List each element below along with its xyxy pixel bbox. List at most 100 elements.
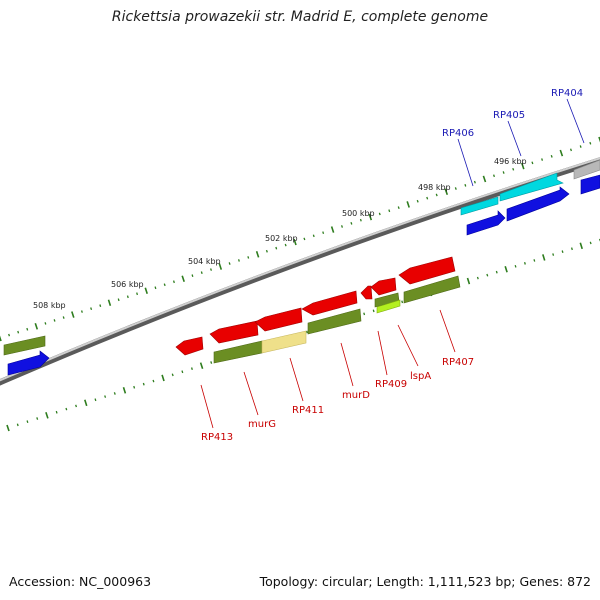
- gene-label-rp411[interactable]: RP411: [292, 405, 324, 416]
- outer-ring-tick: [163, 283, 166, 287]
- inner-ring-tick: [504, 265, 508, 273]
- outer-ring-tick: [44, 322, 47, 325]
- outer-ring-tick: [397, 206, 400, 210]
- outer-ring-tick: [388, 209, 391, 213]
- outer-ring-tick: [99, 304, 102, 307]
- gene-blue-left[interactable]: [7, 350, 50, 376]
- gene-olive-d[interactable]: [403, 275, 461, 304]
- outer-ring-tick: [340, 225, 344, 228]
- gene-label-murg[interactable]: murG: [248, 419, 276, 430]
- gene-blue-rp406[interactable]: [466, 210, 506, 236]
- genome-backbone: [0, 157, 600, 386]
- inner-ring-tick: [142, 382, 145, 386]
- outer-ring-tick: [62, 316, 65, 319]
- outer-ring-tick: [136, 292, 139, 296]
- gene-label-rp409[interactable]: RP409: [375, 379, 407, 390]
- tick-label-504: 504 kbp: [188, 257, 221, 266]
- gene-red-rp407[interactable]: [398, 256, 456, 285]
- tick-label-502: 502 kbp: [265, 234, 298, 243]
- accession-text: Accession: NC_000963: [9, 574, 152, 589]
- inner-ring-tick: [372, 309, 375, 313]
- inner-ring-tick: [466, 277, 471, 285]
- inner-ring-tick: [552, 253, 555, 256]
- inner-ring-tick: [104, 395, 107, 398]
- outer-ring-tick: [265, 249, 268, 253]
- outer-ring-tick: [589, 141, 592, 145]
- gene-red-murg[interactable]: [209, 320, 259, 344]
- outer-ring-tick: [172, 280, 175, 284]
- inner-ring-tick: [486, 273, 489, 277]
- inner-ring-tick: [561, 250, 564, 253]
- outer-ring-tick: [359, 218, 362, 222]
- gene-lime[interactable]: [376, 299, 401, 314]
- forward-gene-labels: RP406 RP405 RP404: [442, 88, 583, 139]
- outer-ring-tick: [53, 319, 56, 322]
- outer-ring-tick: [492, 174, 496, 178]
- inner-ring-tick: [533, 259, 536, 262]
- inner-ring-tick: [190, 367, 193, 370]
- outer-ring-tick: [181, 275, 185, 282]
- topology-text: Topology: circular; Length: 1,111,523 bp…: [259, 574, 591, 589]
- outer-ring-tick: [8, 333, 11, 337]
- outer-ring-tick: [330, 226, 335, 233]
- inner-ring-tick: [45, 412, 49, 419]
- gene-label-rp413[interactable]: RP413: [201, 432, 233, 443]
- outer-ring-tick: [200, 271, 203, 274]
- gene-olive-left[interactable]: [3, 335, 46, 356]
- outer-ring-tick: [126, 295, 129, 299]
- gene-cyan-rp405[interactable]: [499, 172, 564, 202]
- forward-strand-genes: [3, 159, 600, 376]
- outer-ring-tick: [598, 136, 600, 143]
- gene-label-murd[interactable]: murD: [342, 390, 370, 401]
- gene-label-lspa[interactable]: lspA: [410, 371, 431, 382]
- gene-olive-a[interactable]: [213, 340, 263, 364]
- gene-gray-rp404[interactable]: [573, 159, 600, 180]
- map-title: Rickettsia prowazekii str. Madrid E, com…: [111, 9, 489, 25]
- gene-olive-b[interactable]: [307, 308, 362, 335]
- reverse-strand-genes: [175, 256, 461, 364]
- inner-ring-tick: [122, 387, 127, 394]
- inner-ring-tick: [401, 300, 404, 304]
- gene-label-rp407[interactable]: RP407: [442, 357, 474, 368]
- outer-ring-tick: [322, 231, 325, 234]
- gene-blue-rp405[interactable]: [506, 186, 570, 222]
- inner-ring-tick: [305, 330, 309, 334]
- outer-ring-tick: [303, 237, 306, 241]
- outer-ring-tick: [512, 167, 515, 171]
- gene-label-rp405[interactable]: RP405: [493, 110, 525, 121]
- outer-ring-tick: [550, 154, 553, 158]
- outer-ring-tick: [154, 286, 157, 290]
- gene-cyan-rp406[interactable]: [460, 196, 499, 216]
- gene-label-rp406[interactable]: RP406: [442, 128, 474, 139]
- outer-ring-tick: [444, 188, 449, 196]
- gene-red-murd[interactable]: [301, 290, 358, 316]
- gene-red-small[interactable]: [360, 285, 373, 300]
- gene-blue-rp404[interactable]: [580, 174, 600, 195]
- outer-ring-tick: [416, 199, 419, 203]
- outer-ring-tick: [247, 256, 250, 259]
- outer-ring-tick: [473, 180, 476, 184]
- inner-ring-tick: [210, 361, 213, 364]
- inner-ring-tick: [181, 370, 184, 374]
- outer-ring-tick: [117, 298, 120, 302]
- outer-ring-tick: [531, 161, 534, 165]
- outer-ring-tick: [426, 196, 429, 200]
- outer-ring-tick: [144, 287, 148, 295]
- inner-ring-tick: [579, 242, 583, 250]
- inner-ring-tick: [6, 424, 10, 432]
- outer-ring-tick: [284, 243, 287, 247]
- gene-red-rp411[interactable]: [254, 307, 303, 332]
- outer-ring-tick: [17, 330, 20, 334]
- outer-ring-tick: [275, 246, 278, 250]
- inner-ring-tick: [514, 265, 517, 268]
- gene-red-rp413[interactable]: [175, 336, 204, 356]
- gene-label-rp404[interactable]: RP404: [551, 88, 583, 99]
- gene-khaki[interactable]: [261, 330, 307, 354]
- leader-lines: [200, 98, 585, 429]
- inner-ring-tick: [476, 276, 479, 280]
- inner-ring-tick: [133, 385, 136, 389]
- inner-ring-tick: [589, 241, 592, 245]
- outer-ring-tick: [209, 268, 213, 271]
- gene-red-rp409[interactable]: [370, 277, 397, 296]
- outer-ring-tick: [521, 162, 525, 170]
